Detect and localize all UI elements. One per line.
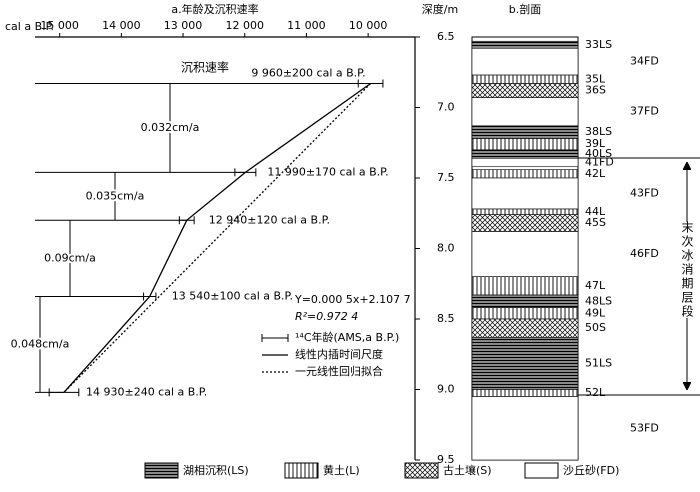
layer xyxy=(471,83,579,98)
layer-label: 42L xyxy=(585,167,606,180)
bracket-label: 末次冰消期层段 xyxy=(680,221,694,319)
error-bar xyxy=(234,168,257,177)
x-tick-label: 12 000 xyxy=(225,19,264,32)
layer-label: 39L xyxy=(585,137,606,150)
layer xyxy=(471,125,579,139)
layer-label: 50S xyxy=(585,321,606,334)
y-tick-label: 8.5 xyxy=(437,312,455,325)
x-tick-label: 11 000 xyxy=(287,19,326,32)
x-axis-label: cal a B.P. xyxy=(5,20,54,33)
y-axis-label: 深度/m xyxy=(422,2,458,16)
layer xyxy=(471,214,579,232)
layer xyxy=(471,97,579,127)
layer-label: 43FD xyxy=(630,187,659,200)
layer xyxy=(471,318,579,338)
layer-label: 40LS xyxy=(585,147,612,160)
layer-label: 46FD xyxy=(630,247,659,260)
error-bar xyxy=(357,79,384,88)
y-tick-label: 9.5 xyxy=(437,453,455,466)
fit-equation: Y=0.000 5x+2.107 7 xyxy=(294,293,411,306)
point-label: 14 930±240 cal a B.P. xyxy=(86,385,207,398)
y-tick-label: 7.0 xyxy=(437,101,455,114)
layer xyxy=(471,276,579,296)
layer xyxy=(471,231,579,278)
layer-label: 36S xyxy=(585,84,606,97)
legend-label: 湖相沉积(LS) xyxy=(183,464,249,477)
legend-label: 古土壤(S) xyxy=(443,463,492,477)
legend-label: ¹⁴C年龄(AMS,a B.P.) xyxy=(295,330,399,344)
layer xyxy=(471,40,579,49)
rate-label: 0.032cm/a xyxy=(141,121,200,134)
legend-label: 沙丘砂(FD) xyxy=(563,464,619,477)
layer-label: 48LS xyxy=(585,294,612,307)
layer xyxy=(471,208,579,215)
y-tick-label: 8.0 xyxy=(437,242,455,255)
point-label: 11 990±170 cal a B.P. xyxy=(267,165,388,178)
x-tick-label: 13 000 xyxy=(164,19,203,32)
x-tick-label: 15 000 xyxy=(40,19,79,32)
layer xyxy=(471,138,579,151)
layer-label: 38LS xyxy=(585,125,612,138)
layer-label: 44L xyxy=(585,205,606,218)
layer xyxy=(471,157,579,168)
y-tick-label: 6.5 xyxy=(437,30,455,43)
point-label: 9 960±200 cal a B.P. xyxy=(251,67,365,80)
legend-label: 黄土(L) xyxy=(323,463,360,477)
x-tick-label: 10 000 xyxy=(349,19,388,32)
layer-label: 51LS xyxy=(585,356,612,369)
layer xyxy=(471,47,579,76)
layer-label: 37FD xyxy=(630,105,659,118)
layer xyxy=(471,294,579,309)
error-bar xyxy=(178,216,195,225)
rate-title: 沉积速率 xyxy=(181,60,229,75)
regression-line xyxy=(63,83,372,393)
layer-label: 52L xyxy=(585,386,606,399)
rate-label: 0.035cm/a xyxy=(86,189,145,202)
layer xyxy=(471,307,579,320)
layer xyxy=(471,396,579,461)
layer-label: 49L xyxy=(585,306,606,319)
y-tick-label: 9.0 xyxy=(437,383,455,396)
layer-label: 45S xyxy=(585,216,606,229)
layer xyxy=(471,389,579,397)
layer-label: 34FD xyxy=(630,55,659,68)
point-label: 12 940±120 cal a B.P. xyxy=(209,213,330,226)
layer xyxy=(471,169,579,179)
panel-b-title: b.剖面 xyxy=(509,2,541,16)
layer-label: 47L xyxy=(585,279,606,292)
fit-r2: R²=0.972 4 xyxy=(295,310,358,323)
error-bar xyxy=(48,388,80,397)
legend-swatch xyxy=(404,462,439,479)
layer xyxy=(471,177,579,210)
legend-swatch xyxy=(284,462,319,479)
panel-a-title: a.年龄及沉积速率 xyxy=(171,2,258,16)
legend-key xyxy=(261,334,289,342)
layer-label: 41FD xyxy=(585,155,614,168)
layer-label: 35L xyxy=(585,72,606,85)
error-bar xyxy=(143,292,157,301)
rate-label: 0.09cm/a xyxy=(44,251,96,264)
legend-label: 一元线性回归拟合 xyxy=(295,364,383,378)
layer-label: 33LS xyxy=(585,38,612,51)
legend-label: 线性内插时间尺度 xyxy=(295,347,383,361)
layer xyxy=(471,337,579,390)
layer xyxy=(471,74,579,84)
layer-label: 53FD xyxy=(630,421,659,434)
point-label: 13 540±100 cal a B.P. xyxy=(172,289,293,302)
legend-swatch xyxy=(524,462,559,479)
x-tick-label: 14 000 xyxy=(102,19,141,32)
y-tick-label: 7.5 xyxy=(437,171,455,184)
layer xyxy=(471,149,579,159)
rate-label: 0.048cm/a xyxy=(11,337,70,350)
legend-swatch xyxy=(144,462,179,479)
